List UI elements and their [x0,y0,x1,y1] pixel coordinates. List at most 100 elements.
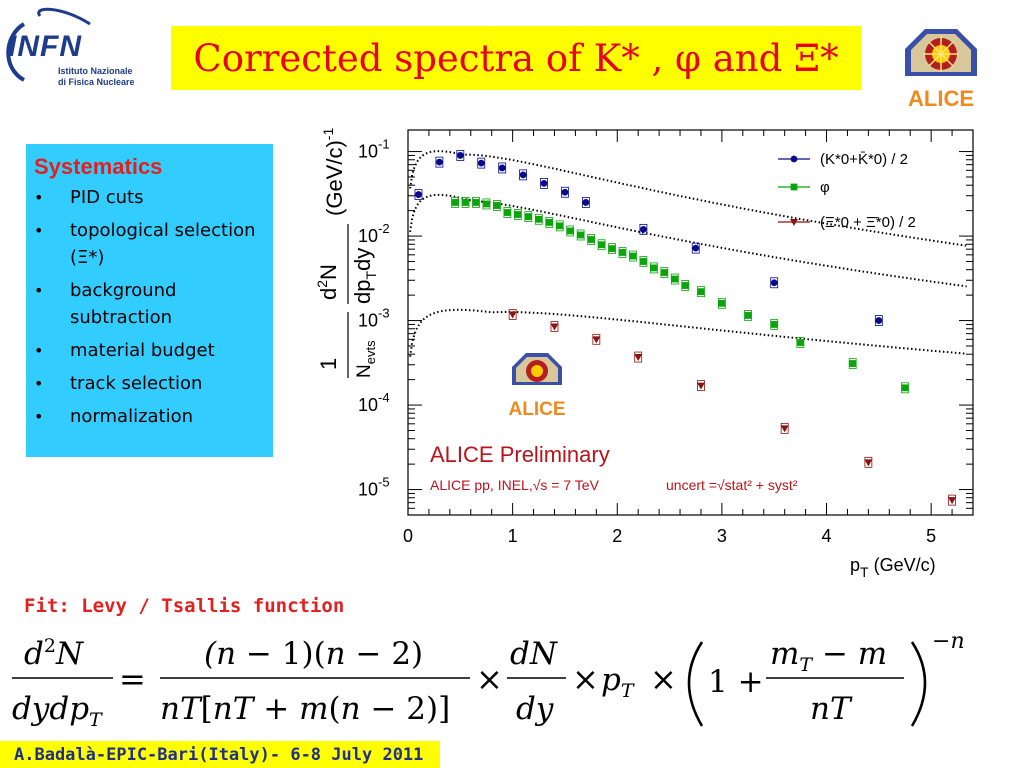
legend-marker [790,219,798,226]
syst-error-box [608,243,616,255]
data-point [864,459,873,467]
y-axis-label-line: 1 [316,358,341,370]
levy-tsallis-formula: d2N dydpT = (n − 1)(n − 2) nT[nT + m(n −… [12,629,965,731]
data-point [901,384,909,392]
page-title: Corrected spectra of K* , φ and Ξ* [193,36,839,80]
fit-curve [409,308,967,357]
data-point [640,258,647,265]
data-point [697,288,705,296]
data-point [556,222,564,230]
data-point [435,158,443,166]
footer-text: A.Badalà-EPIC-Bari(Italy)- 6-8 July 2011 [14,744,424,765]
data-point [514,211,522,218]
systematics-item: topological selection (Ξ*) [34,217,273,271]
infn-subtitle-line1: Istituto Nazionale [58,66,133,76]
y-tick-label: 10-4 [358,390,390,415]
data-point [696,382,705,390]
syst-error-box [482,198,491,210]
data-point [519,171,527,179]
systematics-item: material budget [34,337,273,364]
x-tick-label: 3 [717,526,727,546]
syst-error-box [534,213,543,225]
data-point [681,282,689,289]
data-point [483,200,490,208]
x-tick-label: 4 [822,526,832,546]
data-point [493,202,501,209]
footer-banner: A.Badalà-EPIC-Bari(Italy)- 6-8 July 2011 [0,741,440,768]
x-tick-label: 1 [508,526,518,546]
y-tick-label: 10-5 [358,475,390,500]
syst-error-box [634,351,643,363]
axis-ticks: 0 1 2 3 4 5 10-5 10-4 10-3 10-2 10-1 [358,130,974,546]
syst-error-box [697,286,705,298]
spectra-chart: 1 Nevts d2N dpTdy (GeV/c)-1 0 1 2 3 4 5 10-5 10-4 10… [314,128,974,580]
y-axis-label-line: (GeV/c)-1 [320,128,347,216]
syst-error-box [592,333,601,345]
svg-text:pT: pT [601,662,635,702]
data-point [592,336,601,344]
systematics-item: PID cuts [34,184,273,211]
chart-legend: (K*0+K̄*0) / 2 φ (Ξ*0 + Ξ̄*0) / 2 [778,151,916,231]
svg-text:dN: dN [510,636,559,672]
title-banner: Corrected spectra of K* , φ and Ξ* [171,26,861,90]
svg-text:×: × [572,660,599,698]
legend-marker [790,183,798,191]
syst-error-box [581,197,590,208]
systematics-item: normalization [34,403,273,430]
legend-label: (Ξ*0 + Ξ̄*0) / 2 [820,214,916,231]
syst-error-box [691,242,700,254]
syst-error-box [550,321,559,332]
syst-error-box [555,220,564,232]
data-point [780,425,789,433]
syst-error-box [649,262,658,274]
syst-error-box [566,225,575,237]
y-axis-label-text: 1 Nevts d2N dpTdy (GeV/c)-1 [314,128,379,378]
data-point [477,159,485,167]
data-point [629,252,637,260]
data-point [948,497,957,505]
syst-error-box [660,267,669,278]
alice-emblem-icon: ALICE [905,29,977,111]
syst-error-box [744,310,752,321]
syst-error-box [561,186,569,198]
data-point [456,152,464,159]
svg-text:=: = [119,660,146,698]
data-point [503,209,511,216]
x-axis-label: pT (GeV/c) [850,555,936,580]
data-point [451,199,459,206]
svg-text:nT[nT + m(n − 2)]: nT[nT + m(n − 2)] [160,691,450,727]
syst-error-box [681,280,690,291]
data-point [598,241,605,249]
data-point [472,199,480,206]
syst-error-box [717,297,726,309]
systematics-title: Systematics [34,154,163,179]
data-point [608,245,616,253]
fit-curves [409,150,967,357]
syst-error-box [948,494,956,506]
data-point [634,354,643,362]
alice-logo-text: ALICE [908,86,974,111]
infn-subtitle-line2: di Fisica Nucleare [58,77,135,87]
svg-text:mT − m: mT − m [770,636,887,676]
syst-error-box [540,178,548,189]
syst-error-box [461,197,470,208]
syst-error-box [629,250,637,262]
alice-inset-logo-text: ALICE [509,399,566,420]
data-point [744,312,752,319]
syst-error-box [414,189,423,200]
data-point [535,215,543,223]
infn-swoosh-icon [6,7,91,82]
alice-logo: ALICE [893,26,989,112]
systematics-panel: Systematics PID cuts topological selecti… [26,144,273,457]
x-tick-label: 5 [926,526,936,546]
syst-error-box [524,211,533,222]
x-axis-label-subscript: T [860,564,869,580]
syst-error-box [796,337,805,348]
x-tick-label: 2 [612,526,622,546]
syst-error-box [597,239,606,251]
x-axis-label-unit: (GeV/c) [869,555,936,575]
infn-logo: INFN Istituto Nazionale di Fisica Nuclea… [2,6,152,88]
syst-error-box [618,247,627,258]
syst-error-box [639,256,648,267]
data-point [566,227,574,235]
